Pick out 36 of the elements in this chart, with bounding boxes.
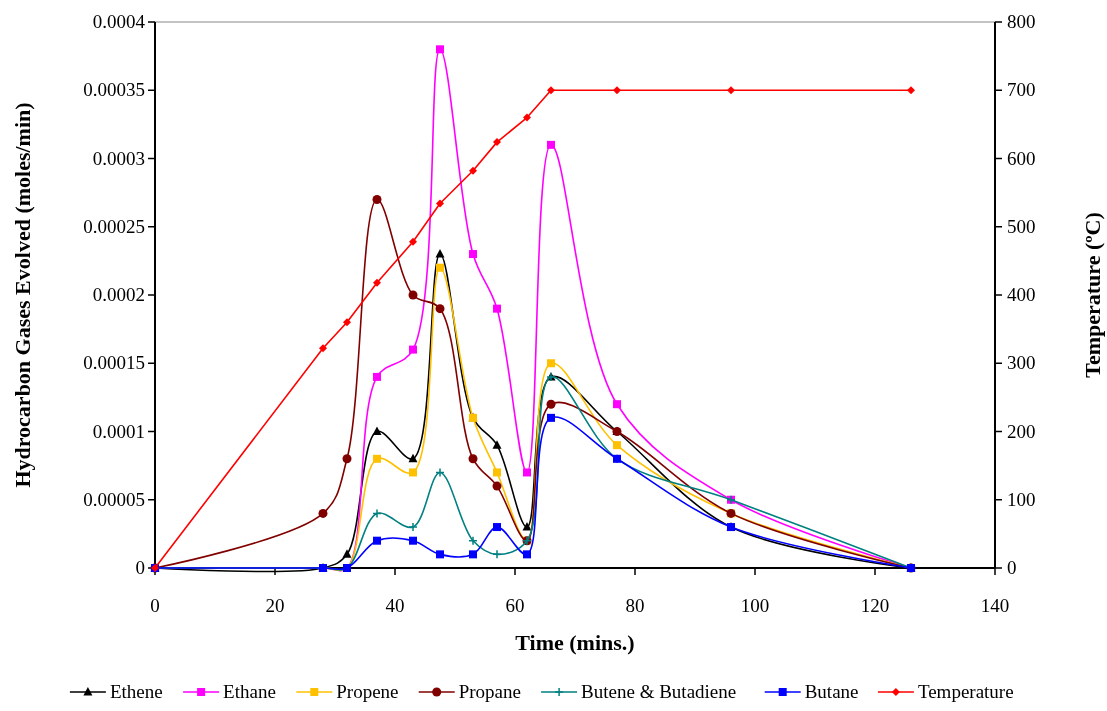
x-tick-label: 140 <box>980 595 1010 616</box>
legend-label: Propane <box>458 681 521 702</box>
x-tick-label: 100 <box>740 595 770 616</box>
y-tick-label: 0.0001 <box>92 420 145 442</box>
legend-label: Propene <box>336 681 399 702</box>
y-tick-label: 0.0004 <box>92 11 146 32</box>
y2-tick-label: 800 <box>1007 11 1036 32</box>
y-tick-label: 0.0003 <box>92 147 145 169</box>
y2-tick-label: 0 <box>1007 557 1017 578</box>
y2-tick-label: 700 <box>1007 79 1036 101</box>
y-tick-label: 0 <box>135 557 145 578</box>
y2-tick-label: 600 <box>1007 147 1036 169</box>
x-tick-label: 40 <box>385 595 405 616</box>
y2-axis-title: Temperature (ºC) <box>1080 212 1105 378</box>
x-tick-label: 80 <box>625 595 645 616</box>
y2-tick-label: 400 <box>1007 284 1036 305</box>
y-tick-label: 0.00005 <box>83 488 145 510</box>
x-tick-label: 60 <box>505 595 525 616</box>
legend-label: Ethene <box>109 681 163 702</box>
legend-label: Ethane <box>223 681 276 702</box>
y-axis-title: Hydrocarbon Gases Evolved (moles/min) <box>10 102 35 488</box>
y-tick-label: 0.00015 <box>83 352 145 374</box>
x-axis-title: Time (mins.) <box>515 630 635 655</box>
y2-tick-label: 300 <box>1007 352 1036 374</box>
legend-label: Temperature <box>917 681 1014 702</box>
y2-tick-label: 100 <box>1007 488 1036 510</box>
legend-label: Butane <box>804 681 859 702</box>
y2-tick-label: 200 <box>1007 420 1036 442</box>
x-tick-label: 20 <box>265 595 285 616</box>
legend-label: Butene & Butadiene <box>581 681 737 702</box>
x-tick-label: 120 <box>860 595 890 616</box>
y-tick-label: 0.00035 <box>83 79 145 101</box>
y-tick-label: 0.00025 <box>83 215 145 237</box>
y-tick-label: 0.0002 <box>92 284 145 305</box>
y2-tick-label: 500 <box>1007 215 1036 237</box>
x-tick-label: 0 <box>150 595 160 616</box>
